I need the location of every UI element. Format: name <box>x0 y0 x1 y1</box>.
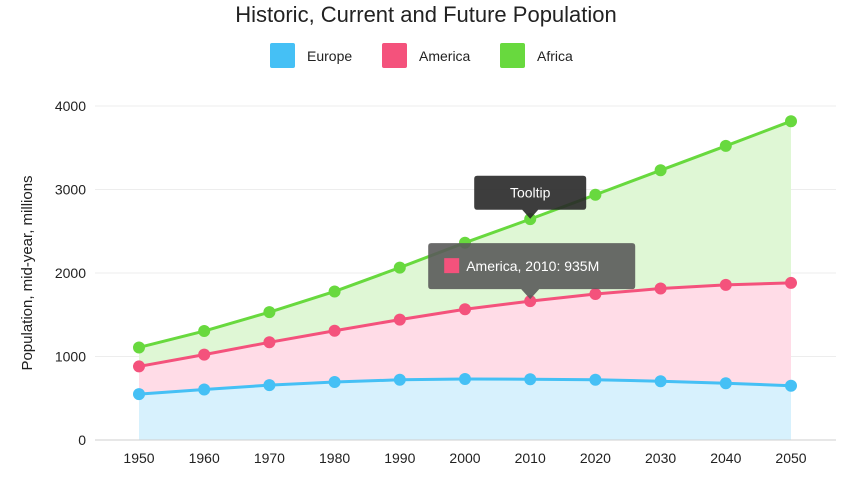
y-tick-label-4000: 4000 <box>55 98 86 114</box>
x-tick-label-1970: 1970 <box>254 450 285 466</box>
point-america-2030 <box>654 282 667 295</box>
point-america-2000 <box>459 303 471 316</box>
point-africa-2050 <box>785 115 797 128</box>
x-tick-label-1980: 1980 <box>319 450 350 466</box>
x-tick-label-2000: 2000 <box>449 450 480 466</box>
legend: Europe America Africa <box>270 43 573 68</box>
area-america <box>139 282 791 395</box>
x-tick-label-2020: 2020 <box>580 450 611 466</box>
y-axis-title: Population, mid-year, millions <box>19 175 36 370</box>
tooltip-data-background <box>428 243 636 300</box>
point-africa-2010 <box>524 213 537 226</box>
legend-label-america: America <box>419 48 471 64</box>
point-africa-2020 <box>589 188 602 201</box>
y-tick-label-0: 0 <box>78 432 86 448</box>
point-europe-2010 <box>524 373 537 386</box>
x-tick-label-1950: 1950 <box>123 450 154 466</box>
point-america-2010 <box>524 295 537 308</box>
y-tick-label-1000: 1000 <box>55 349 86 365</box>
point-america-1990 <box>393 313 406 326</box>
point-america-2020 <box>589 288 602 301</box>
tooltip-data-box: America, 2010: 935M <box>428 243 636 300</box>
point-europe-2050 <box>785 379 797 392</box>
x-tick-label-1990: 1990 <box>384 450 415 466</box>
point-africa-1950 <box>133 341 145 354</box>
point-europe-1960 <box>198 383 211 396</box>
x-tick-label-2010: 2010 <box>515 450 546 466</box>
tooltip-label-text: Tooltip <box>510 185 551 201</box>
point-europe-1970 <box>263 379 276 392</box>
point-africa-2030 <box>654 164 667 177</box>
tooltip-label-background <box>474 175 587 219</box>
point-america-1950 <box>133 360 145 373</box>
area-europe <box>139 379 791 440</box>
point-europe-2040 <box>719 377 732 390</box>
point-europe-2020 <box>589 373 602 386</box>
point-europe-2000 <box>459 373 471 386</box>
point-africa-2040 <box>719 139 732 152</box>
point-europe-1990 <box>393 373 406 386</box>
point-america-2040 <box>719 278 732 291</box>
point-africa-1970 <box>263 306 276 319</box>
point-layer <box>133 115 797 401</box>
point-europe-1980 <box>328 376 341 389</box>
legend-label-europe: Europe <box>307 48 352 64</box>
point-africa-1990 <box>393 261 406 274</box>
legend-swatch-america <box>382 43 407 68</box>
x-tick-label-2030: 2030 <box>645 450 676 466</box>
point-america-2050 <box>785 276 797 289</box>
point-africa-1980 <box>328 285 341 298</box>
tooltip-layer: Tooltip America, 2010: 935M <box>428 175 636 300</box>
tooltip-data-text: America, 2010: 935M <box>466 258 599 274</box>
x-tick-label-2040: 2040 <box>710 450 741 466</box>
tooltip-label-box: Tooltip <box>474 175 587 219</box>
legend-label-africa: Africa <box>537 48 573 64</box>
y-tick-label-2000: 2000 <box>55 265 86 281</box>
axis-layer: 0 1000 2000 3000 4000 1950 1960 1970 1980 1990 200… <box>55 98 836 466</box>
legend-swatch-europe <box>270 43 295 68</box>
legend-swatch-africa <box>500 43 525 68</box>
chart-title: Historic, Current and Future Population <box>235 2 617 27</box>
x-tick-label-1960: 1960 <box>189 450 220 466</box>
point-europe-2030 <box>654 375 667 388</box>
y-tick-label-3000: 3000 <box>55 182 86 198</box>
point-africa-1960 <box>198 325 211 338</box>
point-america-1970 <box>263 336 276 349</box>
tooltip-data-swatch <box>444 258 460 274</box>
point-america-1980 <box>328 324 341 337</box>
point-america-1960 <box>198 348 211 361</box>
point-europe-1950 <box>133 388 145 401</box>
x-tick-label-2050: 2050 <box>775 450 806 466</box>
